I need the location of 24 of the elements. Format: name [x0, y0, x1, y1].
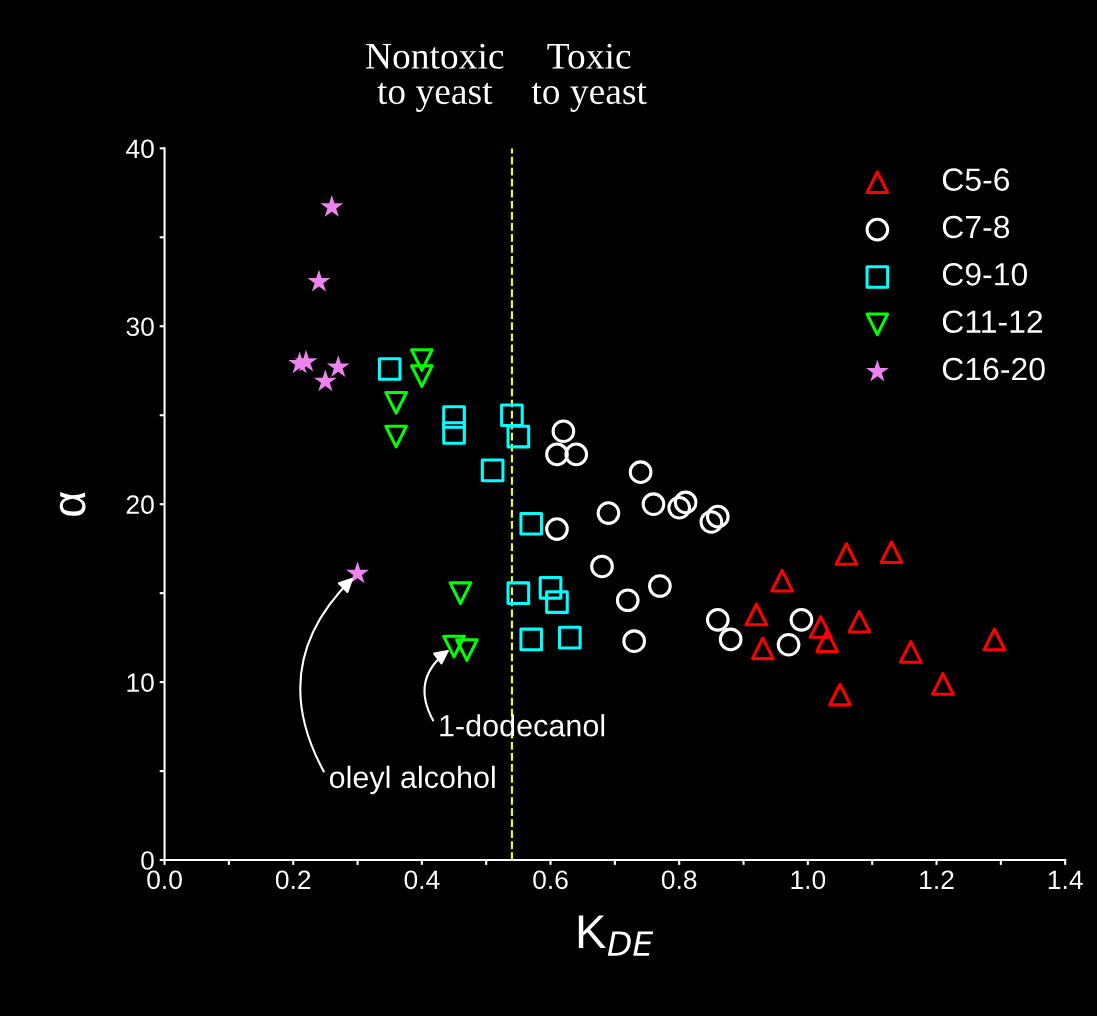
x-axis-title: K$_{DE}$ [578, 915, 654, 956]
annotation: oleyl alcohol [329, 765, 495, 795]
x-tick-label: 0.2 [275, 870, 311, 890]
y-axis-title: α [59, 491, 86, 516]
x-tick-label: 0.6 [533, 870, 568, 890]
annotation: 1-dodecanol [440, 714, 605, 737]
legend-label: C16-20 [942, 357, 1045, 381]
y-tick-label: 20 [126, 495, 154, 515]
x-tick-label: 0.8 [661, 870, 697, 890]
x-tick-label: 1.4 [1048, 870, 1083, 889]
legend-label: C7-8 [942, 215, 1010, 239]
legend-label: C5-6 [942, 168, 1010, 191]
y-tick-label: 40 [126, 139, 154, 159]
y-tick-label: 0 [141, 851, 154, 870]
legend-label: C9-10 [942, 263, 1028, 286]
text: Nontoxic to yeast [366, 43, 504, 112]
text: Toxic to yeast [531, 43, 647, 112]
legend-label: C11-12 [942, 310, 1043, 334]
x-tick-label: 0.4 [404, 870, 440, 890]
y-tick-label: 10 [127, 673, 154, 692]
x-tick-label: 1.2 [920, 870, 954, 889]
x-tick-label: 0.0 [147, 870, 182, 890]
x-tick-label: 1.0 [791, 870, 826, 890]
y-tick-label: 30 [126, 317, 154, 337]
